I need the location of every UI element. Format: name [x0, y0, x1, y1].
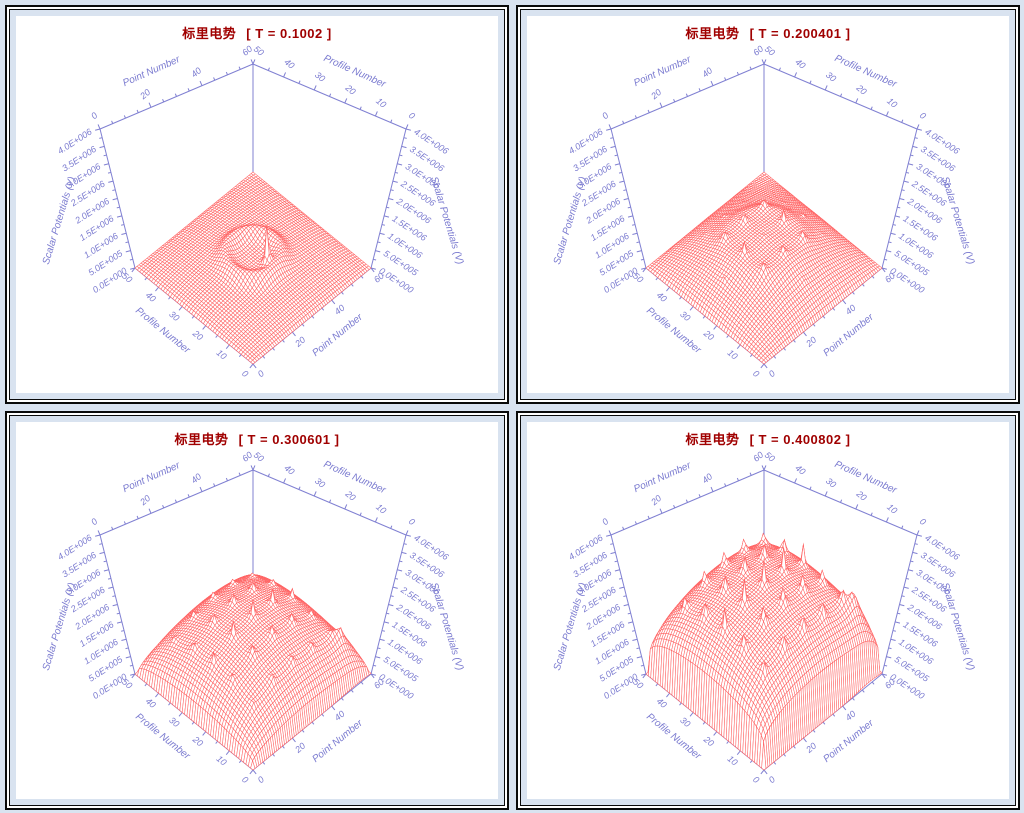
subplot-panel-2: 标里电势 [ T = 0.200401 ] — [516, 5, 1020, 404]
plot-title-2: 标里电势 [ T = 0.200401 ] — [527, 23, 1009, 42]
surface-plot-canvas-2 — [527, 16, 1009, 393]
plot-title-time-1: [ T = 0.1002 ] — [246, 26, 332, 41]
plot-title-text-3: 标里电势 — [174, 432, 229, 447]
plot-title-text-2: 标里电势 — [685, 26, 740, 41]
plot-area-1: 标里电势 [ T = 0.1002 ] — [16, 16, 498, 393]
plot-title-4: 标里电势 [ T = 0.400802 ] — [527, 429, 1009, 448]
plot-area-2: 标里电势 [ T = 0.200401 ] — [527, 16, 1009, 393]
surface-plot-canvas-4 — [527, 422, 1009, 799]
plot-area-4: 标里电势 [ T = 0.400802 ] — [527, 422, 1009, 799]
plot-title-time-4: [ T = 0.400802 ] — [749, 432, 851, 447]
plot-title-time-3: [ T = 0.300601 ] — [238, 432, 340, 447]
plot-title-1: 标里电势 [ T = 0.1002 ] — [16, 23, 498, 42]
subplot-panel-3: 标里电势 [ T = 0.300601 ] — [5, 411, 509, 810]
subplot-panel-4: 标里电势 [ T = 0.400802 ] — [516, 411, 1020, 810]
surface-plot-canvas-3 — [16, 422, 498, 799]
plot-title-3: 标里电势 [ T = 0.300601 ] — [16, 429, 498, 448]
plot-title-time-2: [ T = 0.200401 ] — [749, 26, 851, 41]
surface-plot-canvas-1 — [16, 16, 498, 393]
subplot-panel-1: 标里电势 [ T = 0.1002 ] — [5, 5, 509, 404]
plot-title-text-1: 标里电势 — [182, 26, 237, 41]
plot-title-text-4: 标里电势 — [685, 432, 740, 447]
plot-area-3: 标里电势 [ T = 0.300601 ] — [16, 422, 498, 799]
